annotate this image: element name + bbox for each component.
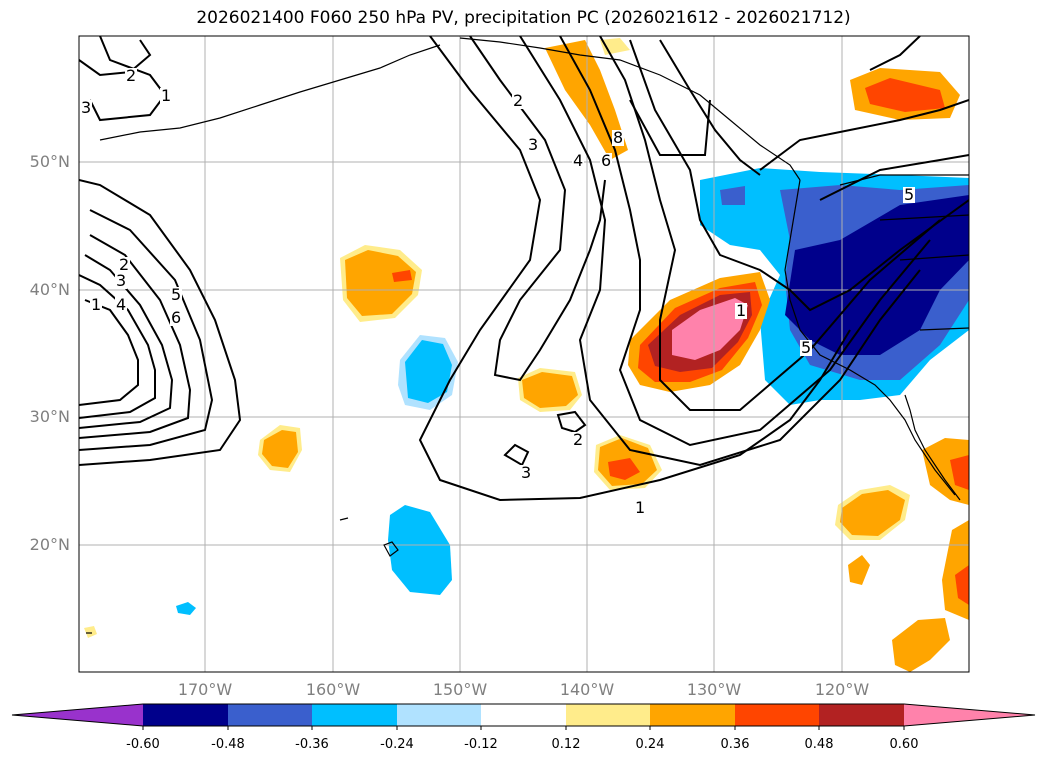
lat-label-40: 40°N (29, 280, 70, 299)
contour-label: 1 (90, 295, 103, 314)
lat-label-30: 30°N (29, 407, 70, 426)
contour-label: 6 (170, 308, 183, 327)
colorbar-tick-label: 0.12 (551, 737, 581, 752)
colorbar-extend-high (904, 704, 1035, 726)
precip-positive-region (840, 490, 905, 536)
precip-positive-region (950, 455, 969, 490)
contour-label: 5 (800, 338, 813, 357)
colorbar-segment (481, 704, 566, 726)
precip-negative-region (720, 186, 745, 205)
colorbar-extend-low (12, 704, 143, 726)
lon-label-120w: 120°W (814, 680, 870, 699)
lon-label-150w: 150°W (432, 680, 488, 699)
colorbar-tick-label: 0.24 (635, 737, 665, 752)
precip-positive-region (892, 618, 950, 672)
colorbar-segment (650, 704, 735, 726)
contour-label: 2 (512, 91, 525, 110)
contour-label: 3 (527, 135, 540, 154)
colorbar-segment (819, 704, 904, 726)
contour-label: 2 (125, 66, 138, 85)
colorbar-tick-label: -0.12 (464, 737, 498, 752)
lat-label-50: 50°N (29, 152, 70, 171)
colorbar-segment (735, 704, 819, 726)
lat-label-20: 20°N (29, 535, 70, 554)
precip-positive-region (672, 298, 748, 360)
colorbar-tick-label: 0.48 (804, 737, 834, 752)
map-frame (78, 35, 970, 673)
contour-label: 1 (634, 498, 647, 517)
contour-label: 1 (735, 301, 748, 320)
contour-label: 6 (600, 151, 613, 170)
precip-positive-region (84, 626, 97, 638)
precip-positive-region (922, 438, 969, 505)
colorbar-tick-label: -0.36 (295, 737, 329, 752)
contour-label: 3 (520, 463, 533, 482)
precip-negative-region (388, 505, 452, 595)
lon-label-140w: 140°W (559, 680, 615, 699)
precip-positive-region (262, 430, 298, 468)
contour-label: 3 (80, 98, 93, 117)
colorbar-tick-label: 0.36 (720, 737, 750, 752)
map-title: 2026021400 F060 250 hPa PV, precipitatio… (196, 8, 851, 28)
contour-label: 8 (612, 128, 625, 147)
colorbar-segment (566, 704, 650, 726)
contour-label: 4 (115, 295, 128, 314)
precip-negative-region (405, 340, 452, 403)
colorbar-segment (312, 704, 397, 726)
colorbar-segment (228, 704, 312, 726)
contour-label: 1 (160, 86, 173, 105)
precip-positive-region (392, 270, 412, 282)
pv-contours (79, 36, 969, 502)
colorbar-segment (143, 704, 228, 726)
colorbar (11, 703, 1036, 730)
precip-positive-region (865, 78, 945, 112)
contour-label: 2 (572, 430, 585, 449)
contour-label: 3 (115, 271, 128, 290)
precip-positive-region (608, 458, 640, 480)
contour-label: 4 (572, 151, 585, 170)
lon-label-170w: 170°W (177, 680, 233, 699)
contour-label: 2 (118, 255, 131, 274)
precip-positive-region (848, 555, 870, 585)
colorbar-tick-label: -0.24 (380, 737, 414, 752)
colorbar-tick-label: 0.60 (889, 737, 919, 752)
precip-positive-region (522, 372, 578, 408)
lon-label-130w: 130°W (686, 680, 742, 699)
precip-positive-region (345, 250, 416, 316)
contour-label: 5 (903, 185, 916, 204)
contour-label: 5 (170, 285, 183, 304)
colorbar-tick-label: -0.48 (211, 737, 245, 752)
precip-positive-region (955, 565, 969, 605)
colorbar-tick-label: -0.60 (126, 737, 160, 752)
precip-negative-region (176, 602, 196, 615)
colorbar-segment (397, 704, 481, 726)
lon-label-160w: 160°W (305, 680, 361, 699)
map-area (79, 36, 969, 672)
